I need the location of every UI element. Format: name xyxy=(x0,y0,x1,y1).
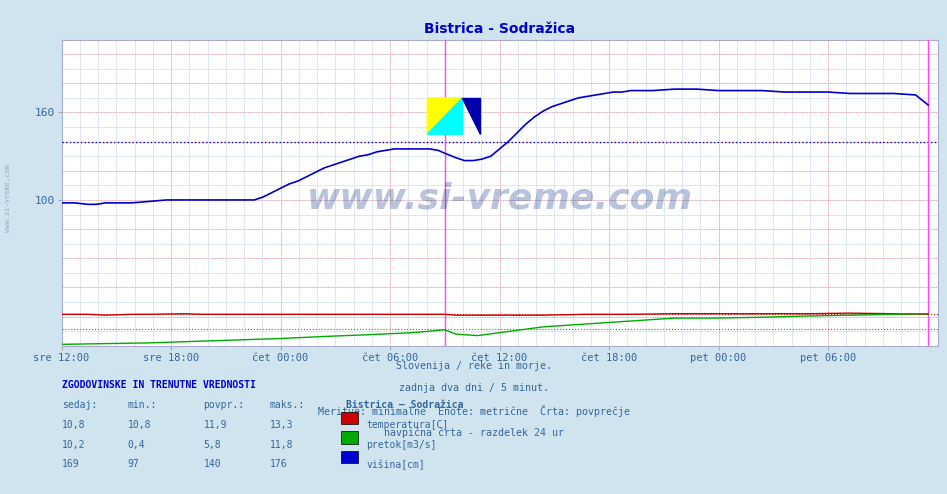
Text: 13,3: 13,3 xyxy=(270,420,294,430)
Text: 5,8: 5,8 xyxy=(204,440,222,450)
Polygon shape xyxy=(427,98,462,134)
Text: 176: 176 xyxy=(270,459,288,469)
Text: navpična črta - razdelek 24 ur: navpična črta - razdelek 24 ur xyxy=(384,427,563,438)
Text: 97: 97 xyxy=(128,459,139,469)
Text: 140: 140 xyxy=(204,459,222,469)
Text: ZGODOVINSKE IN TRENUTNE VREDNOSTI: ZGODOVINSKE IN TRENUTNE VREDNOSTI xyxy=(62,380,256,390)
Polygon shape xyxy=(462,98,480,134)
Text: 11,8: 11,8 xyxy=(270,440,294,450)
Text: pretok[m3/s]: pretok[m3/s] xyxy=(366,440,437,450)
Text: sedaj:: sedaj: xyxy=(62,400,97,410)
Text: 10,2: 10,2 xyxy=(62,440,85,450)
Text: zadnja dva dni / 5 minut.: zadnja dva dni / 5 minut. xyxy=(399,383,548,393)
Text: 11,9: 11,9 xyxy=(204,420,227,430)
Text: temperatura[C]: temperatura[C] xyxy=(366,420,449,430)
Text: 10,8: 10,8 xyxy=(128,420,152,430)
Text: povpr.:: povpr.: xyxy=(204,400,244,410)
Text: 0,4: 0,4 xyxy=(128,440,146,450)
Text: 10,8: 10,8 xyxy=(62,420,85,430)
Text: Meritve: minimalne  Enote: metrične  Črta: povprečje: Meritve: minimalne Enote: metrične Črta:… xyxy=(317,405,630,417)
Text: www.si-vreme.com: www.si-vreme.com xyxy=(5,164,10,232)
Text: min.:: min.: xyxy=(128,400,157,410)
Title: Bistrica - Sodražica: Bistrica - Sodražica xyxy=(424,22,575,36)
Polygon shape xyxy=(427,98,462,134)
Text: Bistrica – Sodražica: Bistrica – Sodražica xyxy=(346,400,463,410)
Text: 169: 169 xyxy=(62,459,80,469)
Text: višina[cm]: višina[cm] xyxy=(366,459,425,470)
Text: maks.:: maks.: xyxy=(270,400,305,410)
Text: Slovenija / reke in morje.: Slovenija / reke in morje. xyxy=(396,361,551,370)
Text: www.si-vreme.com: www.si-vreme.com xyxy=(307,182,692,216)
